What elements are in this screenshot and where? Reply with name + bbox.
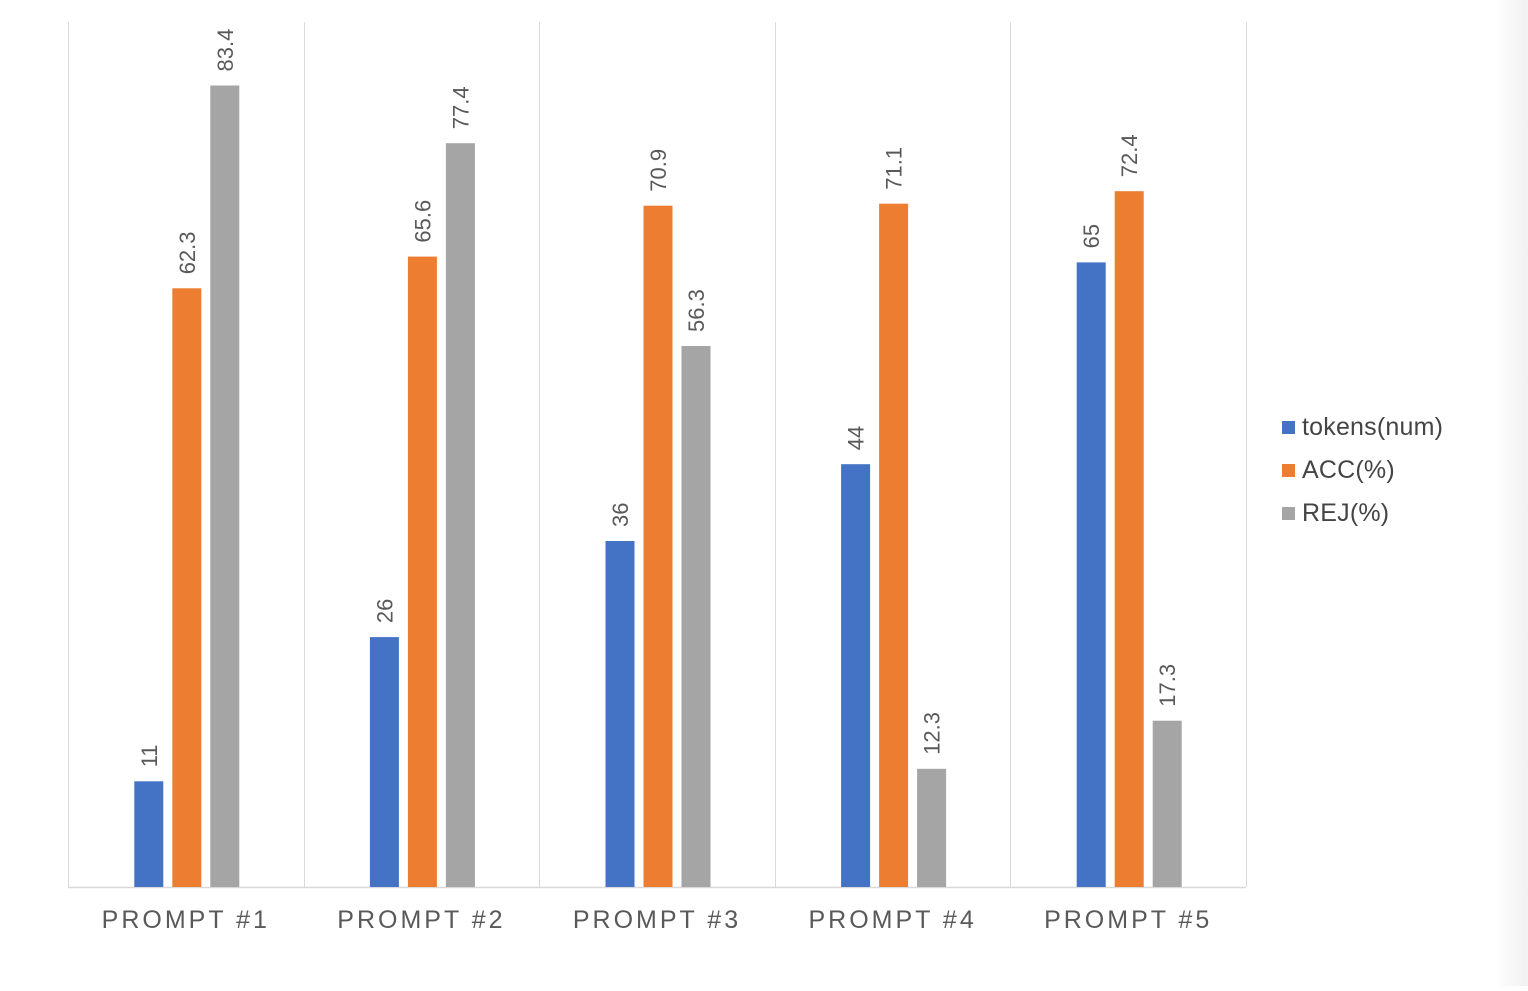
- value-label-acc-prompt-2: 65.6: [410, 200, 435, 243]
- bar-tokens-prompt-3: [605, 541, 635, 887]
- bar-rej-prompt-1: [210, 85, 240, 887]
- category-label-prompt-2: PROMPT #2: [337, 906, 505, 934]
- value-label-rej-prompt-5: 17.3: [1155, 664, 1180, 707]
- bar-rej-prompt-5: [1152, 720, 1182, 887]
- legend-item-tokens: tokens(num): [1282, 412, 1443, 442]
- legend-label-rej: REJ(%): [1302, 499, 1390, 527]
- bar-tokens-prompt-4: [841, 464, 871, 887]
- grid-lines: [68, 22, 1247, 889]
- window-edge-shade: [1494, 0, 1528, 986]
- value-label-rej-prompt-2: 77.4: [448, 86, 473, 129]
- legend-swatch-acc: [1282, 463, 1295, 477]
- value-label-rej-prompt-3: 56.3: [684, 289, 709, 332]
- bar-rej-prompt-2: [445, 143, 475, 887]
- legend-swatch-rej: [1282, 506, 1295, 520]
- bar-rej-prompt-4: [917, 768, 947, 887]
- bar-acc-prompt-4: [879, 203, 909, 887]
- value-label-acc-prompt-1: 62.3: [175, 231, 200, 274]
- value-label-tokens-prompt-5: 65: [1079, 224, 1104, 248]
- bar-tokens-prompt-1: [134, 781, 164, 887]
- legend-item-acc: ACC(%): [1282, 455, 1443, 485]
- value-label-rej-prompt-1: 83.4: [213, 29, 238, 72]
- bar-acc-prompt-2: [407, 256, 437, 888]
- bar-rej-prompt-3: [681, 346, 711, 887]
- legend-swatch-tokens: [1282, 420, 1295, 434]
- category-label-prompt-5: PROMPT #5: [1044, 906, 1212, 934]
- bar-tokens-prompt-2: [369, 637, 399, 887]
- category-label-prompt-3: PROMPT #3: [573, 906, 741, 934]
- bar-tokens-prompt-5: [1076, 262, 1106, 887]
- value-label-tokens-prompt-3: 36: [608, 503, 633, 527]
- value-label-tokens-prompt-2: 26: [372, 599, 397, 623]
- category-labels: PROMPT #1 PROMPT #2 PROMPT #3 PROMPT #4 PROM…: [102, 906, 1212, 934]
- bar-acc-prompt-3: [643, 205, 673, 887]
- legend: tokens(num) ACC(%) REJ(%): [1282, 412, 1443, 528]
- value-label-acc-prompt-3: 70.9: [646, 149, 671, 192]
- value-label-tokens-prompt-1: 11: [137, 744, 162, 767]
- legend-label-tokens: tokens(num): [1302, 413, 1444, 441]
- value-label-acc-prompt-4: 71.1: [882, 147, 907, 190]
- value-label-tokens-prompt-4: 44: [844, 426, 869, 450]
- value-labels: 11 62.3 83.4 26 65.6 77.4 36 70.9 56.3 44 71.1 12.3…: [137, 29, 1180, 768]
- category-label-prompt-4: PROMPT #4: [808, 906, 976, 934]
- legend-label-acc: ACC(%): [1302, 456, 1395, 484]
- legend-item-rej: REJ(%): [1282, 498, 1443, 528]
- bar-acc-prompt-5: [1114, 191, 1144, 887]
- bar-acc-prompt-1: [172, 288, 202, 887]
- category-label-prompt-1: PROMPT #1: [102, 906, 270, 934]
- value-label-rej-prompt-4: 12.3: [920, 712, 945, 755]
- value-label-acc-prompt-5: 72.4: [1117, 134, 1142, 177]
- bars: [134, 85, 1182, 888]
